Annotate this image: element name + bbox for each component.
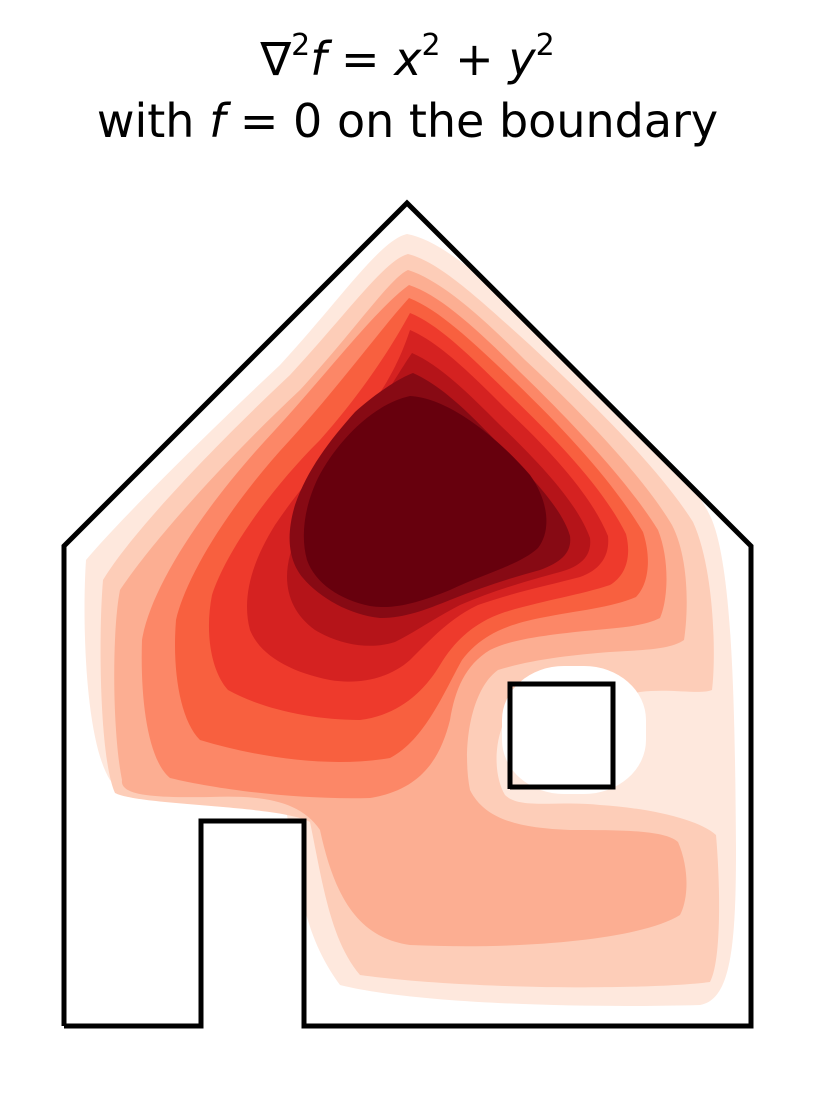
contour-fills [84,234,737,1006]
chart-title-line-2: with f = 0 on the boundary [96,94,719,148]
window-outline [507,681,616,790]
contour-level-10 [303,396,547,608]
chart-title-line-1: ∇2f = x2 + y2 [260,28,555,86]
boundary [61,199,754,1029]
window-clear-zone [502,666,646,794]
house-outline [61,199,754,1029]
